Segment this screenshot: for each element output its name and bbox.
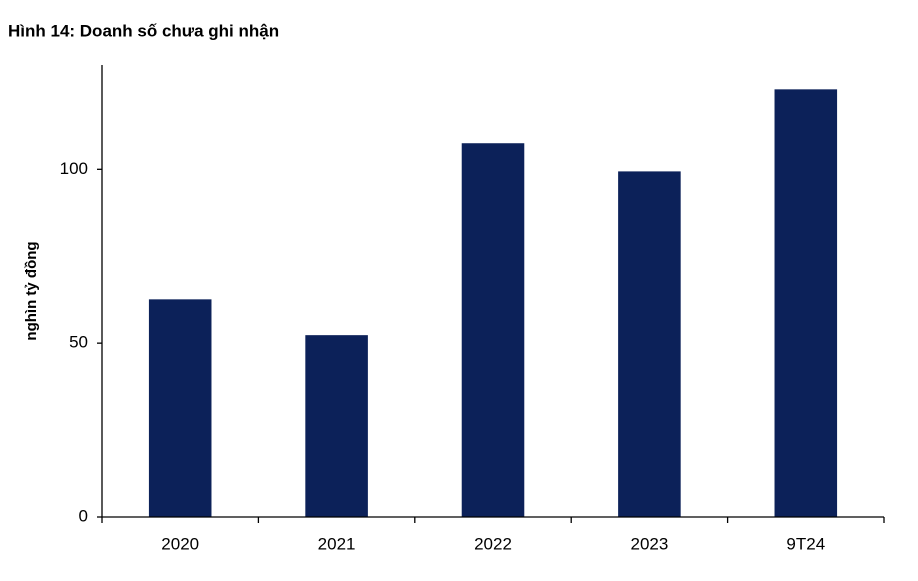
bar <box>461 143 525 517</box>
bar <box>618 171 681 517</box>
y-tick-label: 0 <box>79 506 88 525</box>
x-tick-label: 2023 <box>630 534 668 553</box>
bar <box>305 335 368 517</box>
x-tick-label: 9T24 <box>786 534 825 553</box>
x-tick-label: 2021 <box>318 534 356 553</box>
x-tick-label: 2022 <box>474 534 512 553</box>
chart-title: Hình 14: Doanh số chưa ghi nhận <box>8 21 279 40</box>
y-tick-label: 100 <box>60 159 88 178</box>
y-axis-label: nghìn tỷ đồng <box>23 241 40 340</box>
bar <box>148 299 212 517</box>
bar <box>774 89 838 517</box>
x-tick-label: 2020 <box>161 534 199 553</box>
y-tick-label: 50 <box>69 333 88 352</box>
